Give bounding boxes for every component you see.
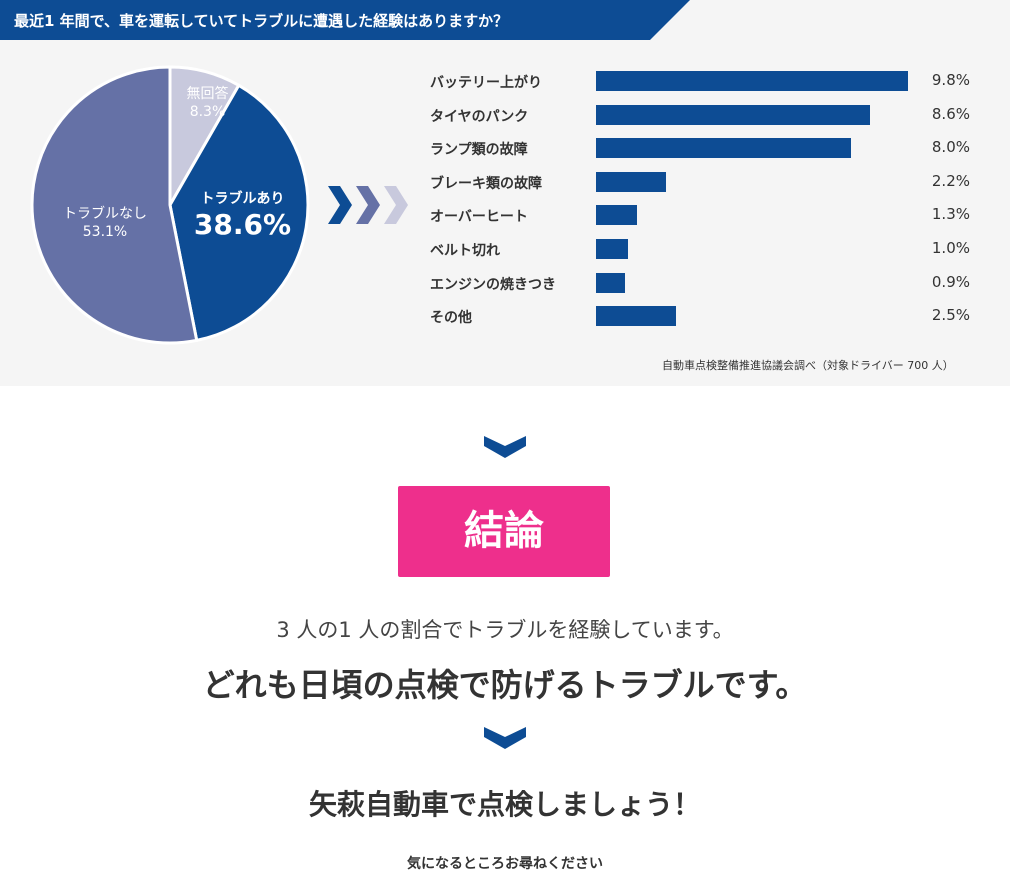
pie-label-text: 無回答 bbox=[186, 86, 229, 102]
bar-category-label: オーバーヒート bbox=[430, 209, 528, 226]
bar-category-label: その他 bbox=[430, 310, 472, 327]
bar-value-label: 1.0% bbox=[931, 239, 970, 257]
chevron-down-icon bbox=[484, 436, 526, 458]
pie-slice bbox=[30, 65, 199, 345]
bar bbox=[596, 138, 851, 159]
bar-category-label: タイヤのパンク bbox=[430, 108, 529, 125]
pie-slice bbox=[168, 83, 310, 343]
pie-chart bbox=[30, 65, 310, 345]
source-note: 自動車点検整備推進協議会調べ（対象ドライバー 700 人） bbox=[662, 359, 954, 372]
chevron-down-icon bbox=[484, 727, 526, 749]
bar bbox=[596, 171, 667, 192]
bar bbox=[596, 205, 638, 226]
bar bbox=[596, 104, 870, 125]
conclusion-badge: 結論 bbox=[398, 486, 610, 577]
bar-category-label: バッテリー上がり bbox=[430, 75, 542, 91]
bar-category-label: ベルト切れ bbox=[430, 243, 500, 259]
pie-label-trouble: トラブルあり 38.6% bbox=[185, 190, 300, 242]
pie-label-no-answer: 無回答 8.3% bbox=[170, 85, 245, 121]
pie-label-text: トラブルなし bbox=[63, 206, 147, 222]
contact-prompt[interactable]: 気になるところお尋ねください bbox=[407, 856, 603, 872]
bar-category-label: ブレーキ類の故障 bbox=[430, 175, 542, 192]
bar-value-label: 2.2% bbox=[931, 171, 970, 190]
bar-value-label: 8.0% bbox=[931, 138, 970, 157]
bar-value-label: 1.3% bbox=[931, 205, 970, 224]
bar bbox=[596, 272, 625, 293]
pie-label-value: 53.1% bbox=[82, 224, 128, 240]
survey-panel: 最近1 年間で、車を運転していてトラブルに遭遇した経験はありますか？ 無回答 8.… bbox=[0, 0, 1010, 386]
pie-label-value: 8.3% bbox=[189, 104, 226, 120]
bar-value-label: 8.6% bbox=[931, 104, 970, 123]
bar bbox=[596, 306, 676, 327]
pie-label-text: トラブルあり bbox=[200, 191, 285, 207]
question-text: 最近1 年間で、車を運転していてトラブルに遭遇した経験はありますか？ bbox=[14, 12, 509, 30]
bar-value-label: 0.9% bbox=[931, 272, 970, 291]
bar-category-label: エンジンの焼きつき bbox=[430, 276, 556, 293]
bar-value-label: 9.8% bbox=[931, 71, 970, 89]
bar-value-label: 2.5% bbox=[931, 306, 970, 325]
conclusion-line-3: 矢萩自動車で点検しましょう！ bbox=[308, 788, 701, 821]
bar bbox=[596, 71, 908, 91]
pie-label-no-trouble: トラブルなし 53.1% bbox=[45, 205, 165, 241]
conclusion-line-1: 3 人の1 人の割合でトラブルを経験しています。 bbox=[276, 618, 734, 642]
bar bbox=[596, 239, 628, 259]
chevron-right-arrows-icon bbox=[328, 186, 408, 224]
conclusion-line-2: どれも日頃の点検で防げるトラブルです。 bbox=[202, 666, 808, 704]
pie-label-value: 38.6% bbox=[193, 208, 292, 241]
question-banner: 最近1 年間で、車を運転していてトラブルに遭遇した経験はありますか？ bbox=[0, 0, 690, 40]
bar-category-label: ランプ類の故障 bbox=[430, 142, 528, 159]
